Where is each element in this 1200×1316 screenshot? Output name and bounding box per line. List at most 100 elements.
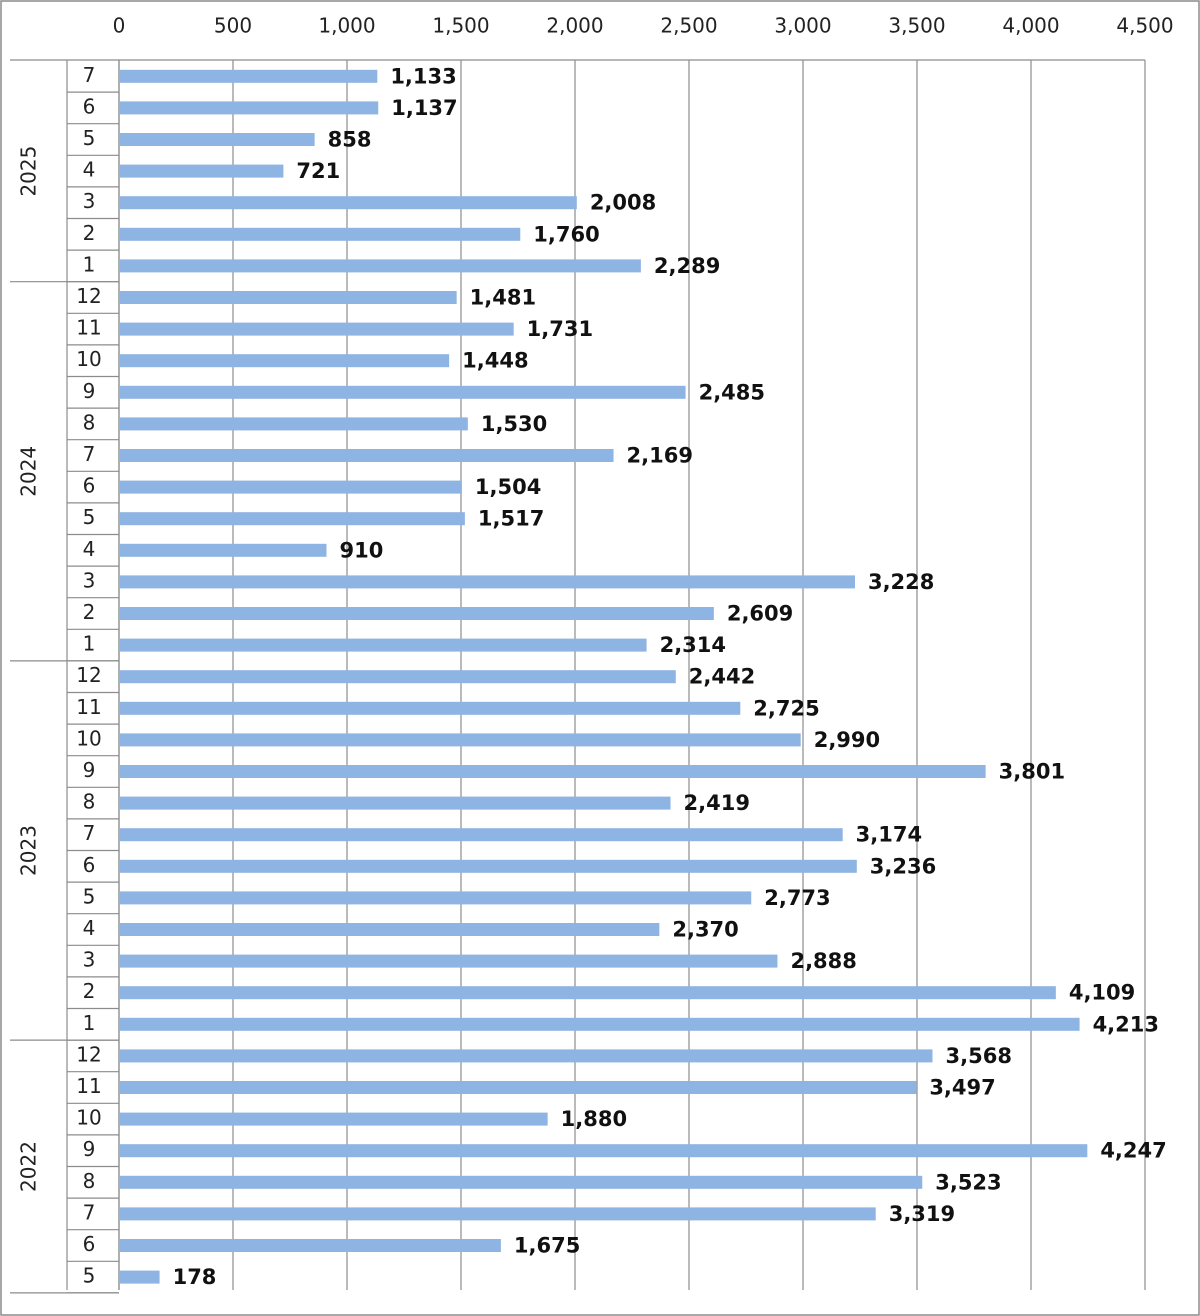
data-label: 3,523 [935, 1170, 1001, 1194]
bar [119, 164, 284, 178]
bar [119, 1112, 548, 1126]
year-label: 2025 [17, 146, 41, 197]
bar [119, 1270, 160, 1284]
bar [119, 670, 676, 684]
data-label: 910 [339, 538, 383, 562]
bar [119, 923, 660, 936]
month-label: 6 [83, 94, 96, 118]
bar [119, 954, 778, 968]
data-label: 3,236 [870, 854, 936, 878]
month-label: 8 [83, 790, 96, 814]
bar [119, 69, 378, 83]
month-label: 10 [76, 1106, 101, 1130]
data-label: 1,448 [462, 349, 528, 373]
x-tick-label: 3,500 [888, 14, 945, 38]
month-label: 8 [83, 1169, 96, 1193]
x-tick-label: 2,500 [660, 14, 717, 38]
bar [119, 765, 986, 778]
data-label: 178 [173, 1265, 217, 1289]
month-label: 11 [76, 1074, 101, 1098]
bar [119, 1017, 1080, 1031]
month-label: 5 [83, 884, 96, 908]
data-label: 2,442 [689, 665, 755, 689]
month-label: 10 [76, 726, 101, 750]
month-label: 9 [83, 379, 96, 403]
month-label: 7 [83, 63, 96, 87]
data-label: 4,247 [1100, 1139, 1166, 1163]
bar [119, 417, 468, 431]
bar [119, 575, 855, 589]
bar [119, 196, 577, 210]
month-label: 4 [83, 916, 96, 940]
bar [119, 986, 1056, 1000]
month-label: 12 [76, 284, 101, 308]
x-tick-label: 0 [113, 14, 126, 38]
month-label: 3 [83, 189, 96, 213]
data-label: 2,773 [764, 886, 830, 910]
month-label: 9 [83, 758, 96, 782]
month-label: 2 [83, 221, 96, 245]
bar [119, 1175, 923, 1189]
month-label: 2 [83, 600, 96, 624]
month-label: 6 [83, 1232, 96, 1256]
data-label: 1,133 [390, 64, 456, 88]
month-label: 5 [83, 505, 96, 529]
month-label: 5 [83, 126, 96, 150]
data-label: 2,888 [790, 949, 856, 973]
data-label: 1,880 [561, 1107, 627, 1131]
year-label: 2024 [17, 446, 41, 497]
x-tick-label: 2,000 [546, 14, 603, 38]
month-label: 3 [83, 948, 96, 972]
bar [119, 607, 714, 620]
bar [119, 733, 801, 747]
bar [119, 512, 465, 526]
month-label: 2 [83, 979, 96, 1003]
data-label: 3,319 [889, 1202, 955, 1226]
data-label: 2,609 [727, 602, 793, 626]
bar [119, 638, 647, 652]
data-label: 2,990 [814, 728, 880, 752]
data-label: 2,289 [654, 254, 720, 278]
data-label: 1,137 [391, 96, 457, 120]
data-label: 2,370 [672, 918, 738, 942]
data-label: 1,517 [478, 507, 544, 531]
month-label: 6 [83, 853, 96, 877]
x-tick-label: 3,000 [774, 14, 831, 38]
bar [119, 480, 462, 494]
month-label: 4 [83, 537, 96, 561]
bar [119, 101, 379, 115]
month-label: 10 [76, 347, 101, 371]
data-label: 1,731 [527, 317, 593, 341]
data-label: 2,485 [699, 380, 765, 404]
bar [119, 796, 671, 810]
bar [119, 859, 857, 873]
month-label: 5 [83, 1264, 96, 1288]
x-tick-label: 4,000 [1002, 14, 1059, 38]
data-label: 4,109 [1069, 981, 1135, 1005]
month-label: 4 [83, 158, 96, 182]
bar [119, 1207, 876, 1221]
year-label: 2023 [17, 825, 41, 876]
bar [119, 543, 327, 557]
month-label: 12 [76, 663, 101, 687]
month-label: 1 [83, 632, 96, 656]
x-tick-label: 4,500 [1116, 14, 1173, 38]
bar [119, 385, 686, 399]
month-label: 7 [83, 1200, 96, 1224]
data-label: 3,228 [868, 570, 934, 594]
bar [119, 1049, 933, 1063]
bar [119, 891, 752, 905]
month-label: 1 [83, 252, 96, 276]
month-label: 3 [83, 568, 96, 592]
data-label: 4,213 [1093, 1012, 1159, 1036]
month-label: 7 [83, 821, 96, 845]
bar [119, 133, 315, 146]
x-tick-label: 1,000 [318, 14, 375, 38]
bar [119, 1144, 1088, 1158]
month-label: 11 [76, 316, 101, 340]
bar [119, 291, 457, 304]
x-tick-label: 500 [214, 14, 252, 38]
data-label: 1,481 [470, 286, 536, 310]
